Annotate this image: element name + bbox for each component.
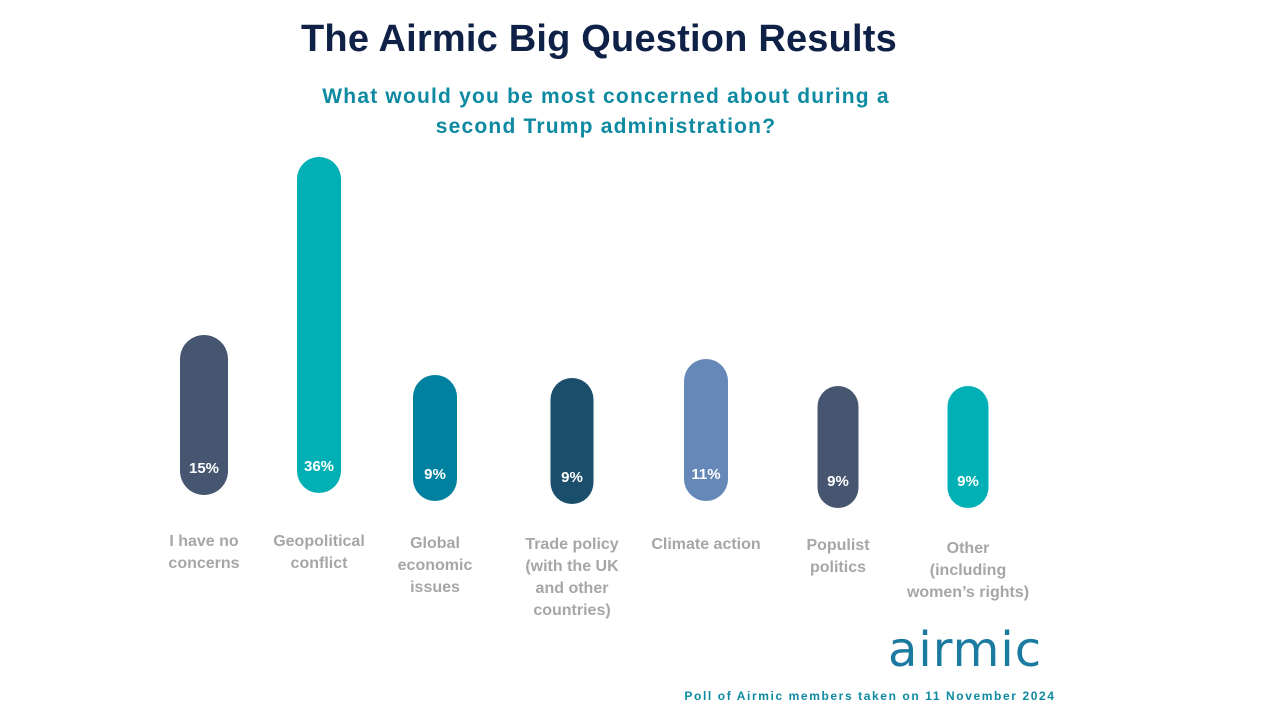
- category-label-7: Other (including women’s rights): [898, 538, 1038, 604]
- category-label-5: Climate action: [636, 534, 776, 556]
- bar-5: [684, 359, 728, 501]
- chart-subtitle: What would you be most concerned about d…: [322, 85, 890, 138]
- category-label-line: and other: [535, 580, 609, 597]
- category-label-line: issues: [410, 579, 460, 596]
- category-label-line: Climate action: [651, 536, 761, 553]
- bar-7: [947, 386, 989, 508]
- airmic-logo: airmic: [888, 622, 1043, 678]
- data-label-5: 11%: [691, 466, 720, 483]
- bar-1: [180, 335, 228, 495]
- bar-6: [817, 386, 859, 508]
- category-label-line: economic: [397, 557, 473, 574]
- chart-title: The Airmic Big Question Results: [301, 18, 897, 60]
- category-label-line: Geopolitical: [273, 533, 365, 550]
- category-label-line: I have no: [169, 533, 239, 550]
- category-label-line: (with the UK: [525, 558, 619, 575]
- data-label-3: 9%: [424, 466, 446, 483]
- bar-3: [413, 375, 457, 501]
- bar-2: [297, 157, 341, 493]
- category-label-line: Trade policy: [525, 536, 619, 553]
- data-label-2: 36%: [304, 458, 334, 475]
- category-label-1: I have no concerns: [134, 531, 274, 575]
- category-label-line: countries): [533, 602, 611, 619]
- bar-4: [550, 378, 594, 504]
- footnote: Poll of Airmic members taken on 11 Novem…: [684, 689, 1056, 703]
- data-label-1: 15%: [189, 460, 219, 477]
- category-label-line: Global: [410, 535, 460, 552]
- category-label-line: Populist: [806, 537, 870, 554]
- data-label-6: 9%: [827, 473, 849, 490]
- category-label-line: politics: [809, 559, 866, 576]
- category-label-line: Other: [946, 540, 990, 557]
- data-label-4: 9%: [561, 469, 583, 486]
- category-label-3: Global economic issues: [365, 533, 505, 599]
- category-label-line: (including: [929, 562, 1007, 579]
- category-label-4: Trade policy (with the UK and other countri…: [502, 534, 642, 622]
- category-label-2: Geopolitical conflict: [249, 531, 389, 575]
- category-label-line: women’s rights): [906, 584, 1030, 601]
- category-label-6: Populist politics: [768, 535, 908, 579]
- data-label-7: 9%: [957, 473, 979, 490]
- category-label-line: conflict: [290, 555, 348, 572]
- category-label-line: concerns: [168, 555, 240, 572]
